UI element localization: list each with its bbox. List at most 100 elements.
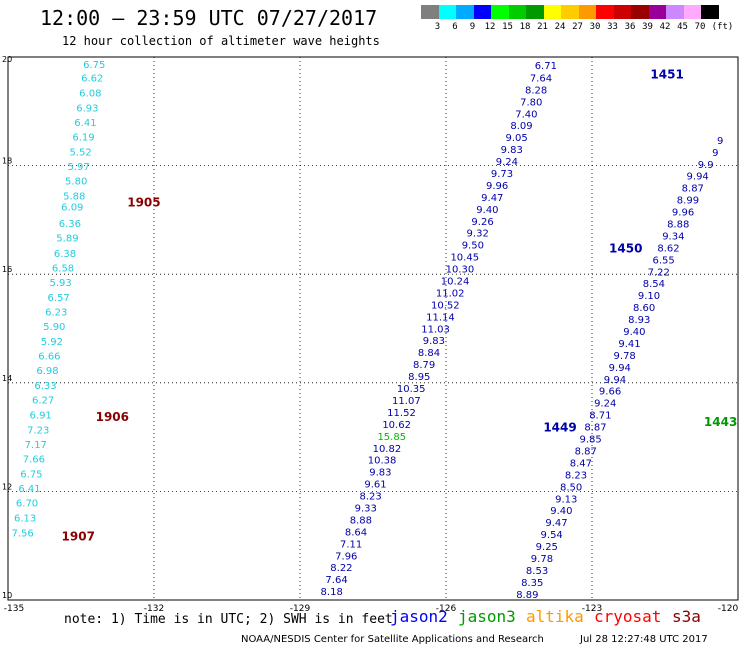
wave-height-value: 9.40 xyxy=(623,327,645,338)
wave-height-value: 6.58 xyxy=(52,263,74,274)
satellite-s3a: s3a xyxy=(672,607,701,626)
wave-height-value: 9.94 xyxy=(604,375,626,386)
pass-time-label: 1905 xyxy=(127,195,160,209)
legend-swatch xyxy=(526,5,544,19)
wave-height-value: 9.33 xyxy=(355,503,377,514)
wave-height-value: 6.13 xyxy=(14,513,36,524)
track-east: 999.99.948.878.999.968.889.348.626.557.2… xyxy=(516,136,723,601)
legend-swatch xyxy=(701,5,719,19)
pass-time-label: 1451 xyxy=(650,68,683,82)
wave-height-value: 6.91 xyxy=(30,411,52,422)
axis-ticks: -135 -132 -129 -126 -123 -120 20 18 16 14 12 10 xyxy=(2,55,738,614)
wave-height-value: 9.94 xyxy=(609,363,631,374)
wave-height-value: 7.64 xyxy=(530,73,552,84)
wave-height-value: 6.09 xyxy=(61,203,83,214)
legend-swatch xyxy=(631,5,649,19)
pass-time-label: 1907 xyxy=(62,529,95,543)
map-grid xyxy=(7,56,739,601)
wave-height-value: 9 xyxy=(717,136,723,147)
wave-height-value: 9.54 xyxy=(541,530,563,541)
legend-swatch xyxy=(421,5,439,19)
wave-height-value: 9.40 xyxy=(476,205,498,216)
wave-height-value: 8.88 xyxy=(350,515,372,526)
wave-height-value: 11.14 xyxy=(426,312,455,323)
legend-swatch xyxy=(578,5,596,19)
legend-swatch xyxy=(561,5,579,19)
wave-height-value: 9.66 xyxy=(599,387,621,398)
wave-height-value: 6.19 xyxy=(72,133,94,144)
wave-height-value: 8.23 xyxy=(565,470,587,481)
wave-height-value: 8.89 xyxy=(516,590,538,601)
legend-swatch xyxy=(666,5,684,19)
wave-height-value: 6.08 xyxy=(79,89,101,100)
wave-height-value: 9.47 xyxy=(545,518,567,529)
wave-height-value: 10.35 xyxy=(397,384,426,395)
legend-label: 36 xyxy=(624,22,636,32)
wave-height-value: 9.96 xyxy=(672,208,694,219)
legend-unit: (ft) xyxy=(711,22,734,32)
wave-height-value: 8.87 xyxy=(584,423,606,434)
wave-height-value: 6.38 xyxy=(54,249,76,260)
wave-height-value: 5.92 xyxy=(41,337,63,348)
wave-height-value: 7.80 xyxy=(520,97,542,108)
wave-height-value: 10.45 xyxy=(450,253,479,264)
satellite-altika: altika xyxy=(526,607,584,626)
wave-height-value: 6.70 xyxy=(16,499,38,510)
lon-tick-label: -129 xyxy=(290,604,311,614)
legend-swatch xyxy=(648,5,666,19)
wave-height-value: 11.52 xyxy=(387,408,416,419)
legend-swatch xyxy=(491,5,509,19)
wave-height-value: 9.24 xyxy=(594,399,616,410)
legend-label: 12 xyxy=(484,22,496,32)
legend-label: 27 xyxy=(572,22,583,32)
wave-height-value: 6.23 xyxy=(45,307,67,318)
pass-time-label: 1450 xyxy=(609,241,642,255)
wave-height-value: 10.82 xyxy=(373,444,402,455)
lat-tick-label: 10 xyxy=(2,591,12,600)
wave-height-value: 10.52 xyxy=(431,300,460,311)
legend-swatch xyxy=(543,5,561,19)
legend-swatch xyxy=(596,5,614,19)
wave-height-value: 5.93 xyxy=(49,278,71,289)
wave-height-value: 9.50 xyxy=(462,241,484,252)
wave-height-value: 9.83 xyxy=(501,145,523,156)
lon-tick-label: -120 xyxy=(718,604,739,614)
wave-height-value: 9.25 xyxy=(536,542,558,553)
wave-height-value: 9.85 xyxy=(579,435,601,446)
wave-height-value: 10.62 xyxy=(382,420,411,431)
wave-height-value: 9.73 xyxy=(491,169,513,180)
wave-height-value: 9.41 xyxy=(618,339,640,350)
wave-height-value: 6.41 xyxy=(74,118,96,129)
wave-height-value: 8.71 xyxy=(589,411,611,422)
wave-height-value: 9.47 xyxy=(481,193,503,204)
wave-height-value: 7.23 xyxy=(27,425,49,436)
legend-label: 70 xyxy=(694,22,706,32)
lon-tick-label: -123 xyxy=(582,604,602,614)
wave-height-value: 8.28 xyxy=(525,85,547,96)
wave-height-value: 8.88 xyxy=(667,220,689,231)
wave-height-value: 9.83 xyxy=(423,336,445,347)
legend-label: 30 xyxy=(589,22,601,32)
wave-height-value: 9.26 xyxy=(471,217,493,228)
legend-label: 33 xyxy=(607,22,618,32)
lon-tick-label: -126 xyxy=(436,604,457,614)
wave-height-value: 7.22 xyxy=(648,267,670,278)
legend-label: 3 xyxy=(434,22,441,32)
generated-timestamp: Jul 28 12:27:48 UTC 2017 xyxy=(580,634,708,645)
wave-height-value: 8.84 xyxy=(418,348,440,359)
wave-height-value: 6.75 xyxy=(20,469,42,480)
wave-height-value: 8.53 xyxy=(526,566,548,577)
wave-height-value: 9.96 xyxy=(486,181,508,192)
lon-tick-label: -135 xyxy=(4,604,24,614)
legend-label: 45 xyxy=(677,22,688,32)
wave-height-value: 6.57 xyxy=(48,293,70,304)
satellite-tracks: 6.75 6.62 6.08 6.93 6.41 6.19 5.52 5.97 5.80 5.88… xyxy=(12,60,724,601)
wave-height-value: 8.47 xyxy=(570,458,592,469)
legend-label: 42 xyxy=(659,22,671,32)
wave-height-value: 9.78 xyxy=(614,351,636,362)
legend-label: 24 xyxy=(554,22,566,32)
wave-height-value: 6.27 xyxy=(32,395,54,406)
wave-height-value: 8.87 xyxy=(575,446,597,457)
legend-label: 9 xyxy=(469,22,476,32)
